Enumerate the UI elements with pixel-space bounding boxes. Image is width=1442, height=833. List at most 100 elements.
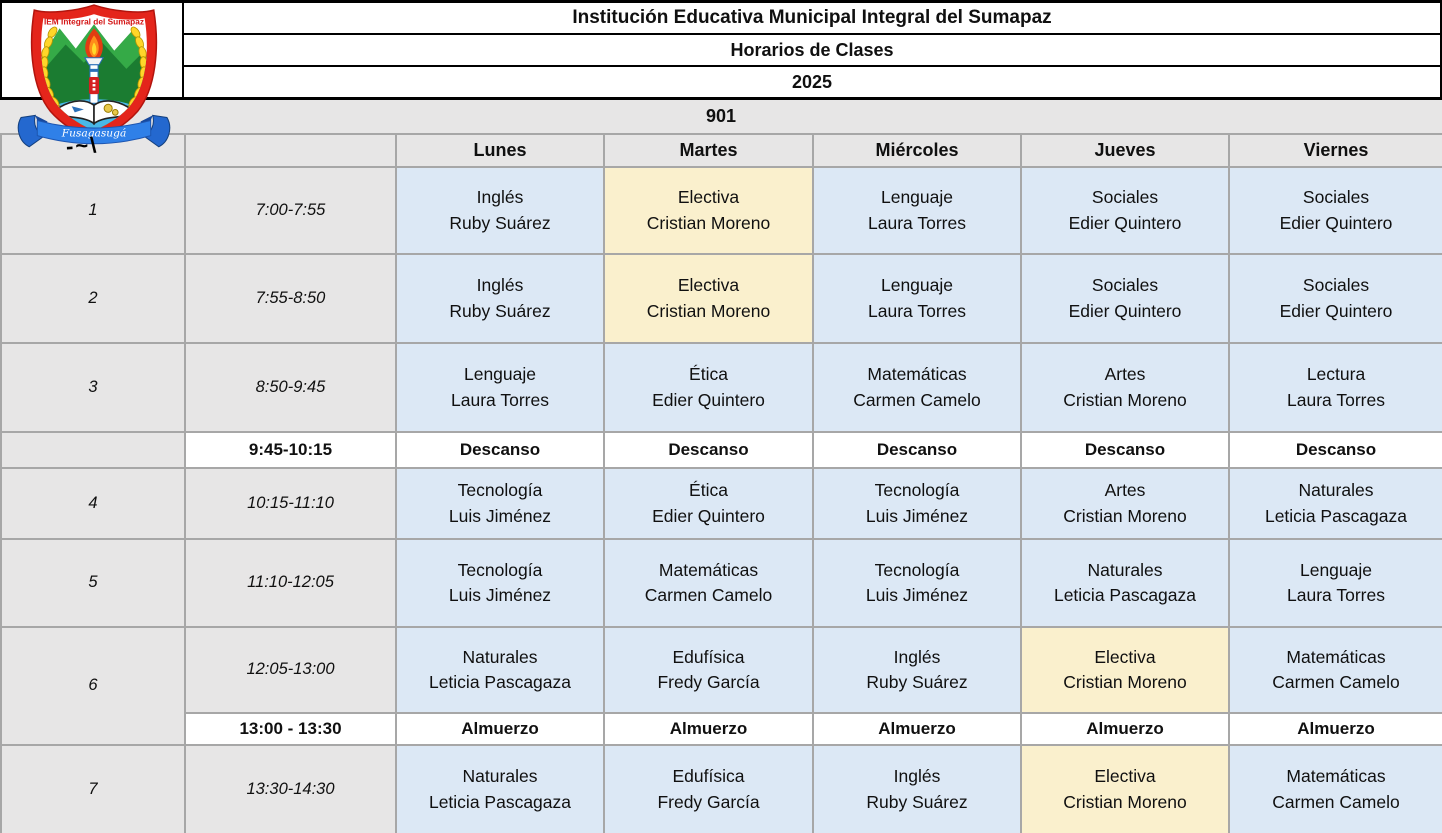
ribbon-text: Fusagasugá	[61, 127, 127, 140]
teacher: Fredy García	[657, 672, 760, 692]
period-number: 7	[2, 746, 184, 833]
period-number: 6	[2, 628, 184, 744]
subject: Ética	[689, 480, 728, 501]
schedule-cell: Naturales Leticia Pascagaza	[397, 746, 603, 833]
teacher: Edier Quintero	[1279, 212, 1393, 233]
subject: Naturales	[462, 646, 538, 667]
teacher: Edier Quintero	[652, 505, 765, 526]
day-header-miercoles: Miércoles	[814, 135, 1020, 166]
institution-title: Institución Educativa Municipal Integral…	[572, 7, 1052, 28]
break-cell: Descanso	[605, 433, 812, 467]
period-number: 5	[2, 540, 184, 626]
teacher: Cristian Moreno	[1063, 505, 1187, 526]
teacher: Leticia Pascagaza	[428, 672, 572, 692]
break-cell: Almuerzo	[1022, 714, 1228, 744]
schedule-cell: Inglés Ruby Suárez	[814, 628, 1020, 712]
break-time: 13:00 - 13:30	[186, 714, 395, 744]
school-logo: IEM Integral del Sumapaz Fusagasugá	[17, 4, 171, 148]
subject: Edufísica	[672, 646, 745, 667]
break-cell: Descanso	[1230, 433, 1442, 467]
schedule-cell: Ética Edier Quintero	[605, 344, 812, 431]
schedule-cell: Matemáticas Carmen Camelo	[1230, 746, 1442, 833]
schedule-cell: Naturales Leticia Pascagaza	[397, 628, 603, 712]
schedule-cell: Ética Edier Quintero	[605, 469, 812, 538]
schedule-cell: Tecnología Luis Jiménez	[814, 540, 1020, 626]
break-cell: Almuerzo	[814, 714, 1020, 744]
schedule-cell: Lenguaje Laura Torres	[1230, 540, 1442, 626]
break-time: 9:45-10:15	[186, 433, 395, 467]
subject: Ética	[689, 364, 728, 385]
subject: Artes	[1104, 480, 1146, 501]
schedule-cell: Inglés Ruby Suárez	[397, 168, 603, 253]
subject: Electiva	[1094, 646, 1156, 667]
schedule-cell: Sociales Edier Quintero	[1022, 255, 1228, 342]
subject: Sociales	[1091, 275, 1159, 296]
day-header-viernes: Viernes	[1230, 135, 1442, 166]
break-cell: Descanso	[1022, 433, 1228, 467]
subject: Inglés	[476, 187, 524, 208]
day-header-martes: Martes	[605, 135, 812, 166]
teacher: Carmen Camelo	[1272, 791, 1400, 812]
schedule-cell: Inglés Ruby Suárez	[814, 746, 1020, 833]
subject: Naturales	[462, 766, 538, 787]
crest-banner-text: IEM Integral del Sumapaz	[44, 16, 144, 26]
break-cell: Almuerzo	[1230, 714, 1442, 744]
break-cell: Descanso	[397, 433, 603, 467]
ribbon-banner: Fusagasugá	[17, 114, 171, 148]
teacher: Leticia Pascagaza	[428, 791, 572, 812]
year-title: 2025	[184, 65, 1440, 97]
schedule-cell: Artes Cristian Moreno	[1022, 344, 1228, 431]
teacher: Cristian Moreno	[1063, 672, 1187, 692]
subject: Naturales	[1298, 480, 1374, 501]
torch-icon	[84, 28, 104, 104]
teacher: Fredy García	[657, 791, 760, 812]
schedule-cell: Sociales Edier Quintero	[1022, 168, 1228, 253]
break-cell: Almuerzo	[397, 714, 603, 744]
teacher: Cristian Moreno	[1063, 389, 1187, 410]
schedule-cell: Naturales Leticia Pascagaza	[1230, 469, 1442, 538]
schedule-cell: Lenguaje Laura Torres	[814, 168, 1020, 253]
subject: Lectura	[1306, 364, 1366, 385]
subject: Tecnología	[874, 559, 960, 580]
group-label: 901	[0, 100, 1442, 133]
subject: Inglés	[893, 646, 941, 667]
subject: Lenguaje	[880, 275, 954, 296]
day-header-jueves: Jueves	[1022, 135, 1228, 166]
teacher: Laura Torres	[1287, 585, 1385, 605]
subject: Matemáticas	[658, 559, 759, 580]
period-time: 10:15-11:10	[186, 469, 395, 538]
teacher: Edier Quintero	[1279, 300, 1393, 321]
teacher: Laura Torres	[868, 212, 966, 233]
period-number: 3	[2, 344, 184, 431]
teacher: Laura Torres	[451, 389, 549, 410]
period-time: 11:10-12:05	[186, 540, 395, 626]
subject: Artes	[1104, 364, 1146, 385]
schedule-cell: Lenguaje Laura Torres	[397, 344, 603, 431]
schedule-cell: Edufísica Fredy García	[605, 746, 812, 833]
schedule-cell: Matemáticas Carmen Camelo	[605, 540, 812, 626]
schedule-cell: Sociales Edier Quintero	[1230, 255, 1442, 342]
schedule-title: Horarios de Clases	[184, 33, 1440, 65]
period-number: 1	[2, 168, 184, 253]
schedule-cell: Inglés Ruby Suárez	[397, 255, 603, 342]
period-time: 13:30-14:30	[186, 746, 395, 833]
subject: Naturales	[1087, 559, 1163, 580]
teacher: Cristian Moreno	[646, 212, 771, 233]
schedule-cell: Tecnología Luis Jiménez	[814, 469, 1020, 538]
subject: Matemáticas	[1286, 646, 1386, 667]
subject: Lenguaje	[463, 364, 537, 385]
teacher: Edier Quintero	[1068, 300, 1182, 321]
schedule-cell: Electiva Cristian Moreno	[605, 255, 812, 342]
subject: Matemáticas	[1286, 766, 1386, 787]
teacher: Carmen Camelo	[1272, 672, 1400, 692]
schedule-cell: Electiva Cristian Moreno	[1022, 628, 1228, 712]
teacher: Cristian Moreno	[646, 300, 771, 321]
subject: Tecnología	[457, 480, 543, 501]
teacher: Leticia Pascagaza	[1053, 585, 1197, 605]
subject: Inglés	[893, 766, 941, 787]
subject: Tecnología	[874, 480, 960, 501]
teacher: Laura Torres	[1287, 389, 1385, 410]
teacher: Carmen Camelo	[853, 389, 981, 410]
teacher: Edier Quintero	[652, 389, 765, 410]
teacher: Edier Quintero	[1068, 212, 1182, 233]
